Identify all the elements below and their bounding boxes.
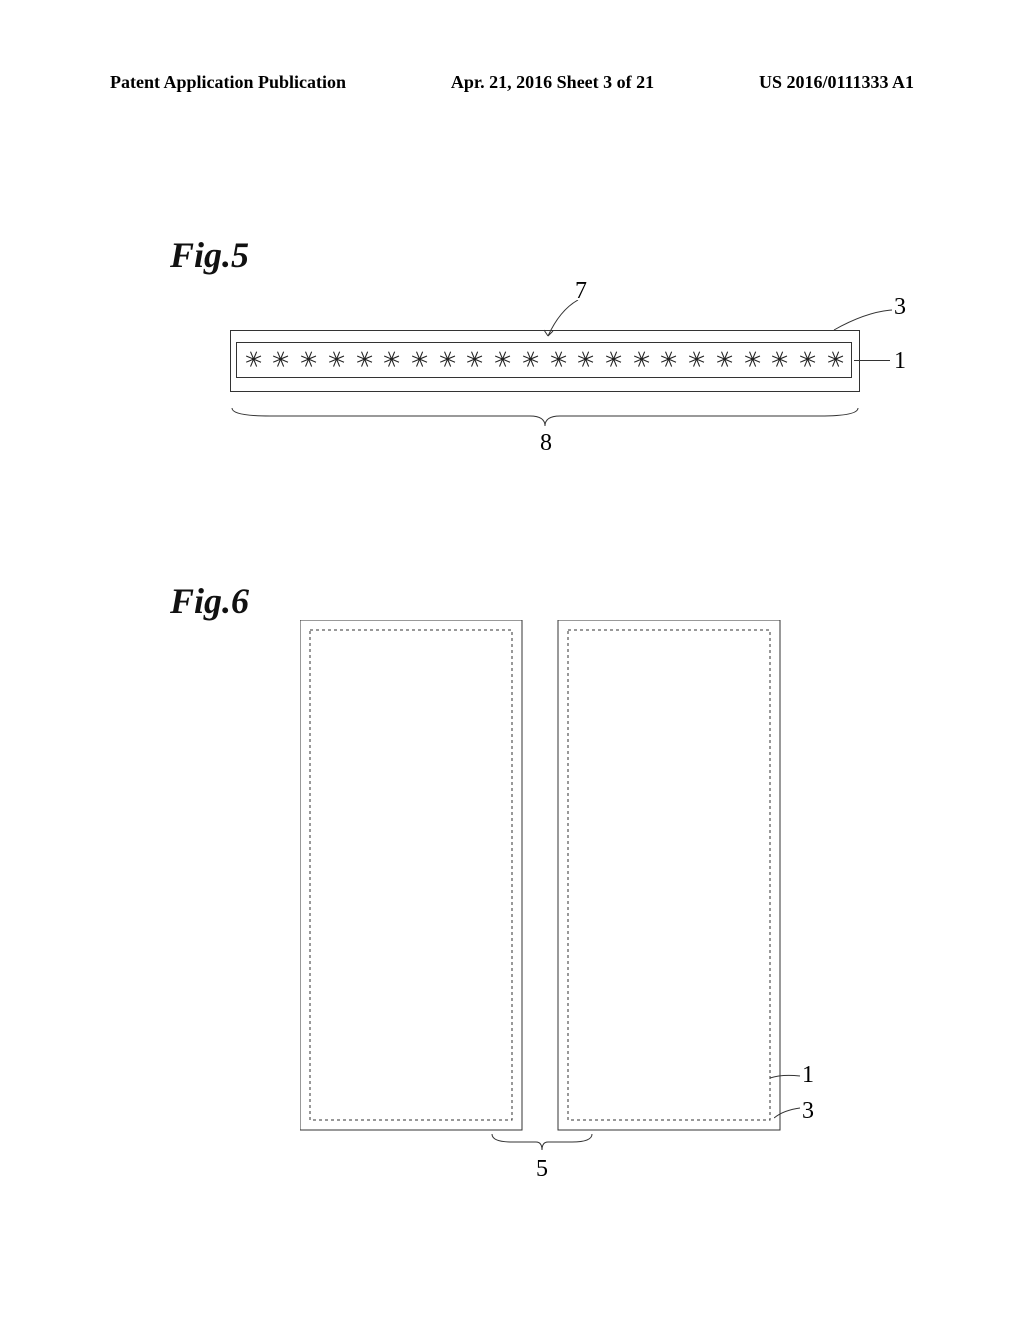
fig5-arrow-7 <box>530 300 590 346</box>
fig6-lead-3 <box>774 1106 804 1120</box>
fig5-star-glyph: ✳ <box>656 346 681 373</box>
fig5-ref-8: 8 <box>540 430 552 457</box>
fig5-star-glyph: ✳ <box>684 346 709 373</box>
fig5-star-glyph: ✳ <box>490 346 515 373</box>
fig5-star-glyph: ✳ <box>462 346 487 373</box>
fig5-inner-rect: ✳✳✳✳✳✳✳✳✳✳✳✳✳✳✳✳✳✳✳✳✳✳ <box>236 342 852 378</box>
fig5-star-glyph: ✳ <box>795 346 820 373</box>
header-center: Apr. 21, 2016 Sheet 3 of 21 <box>451 72 654 93</box>
figure-6-label: Fig.6 <box>170 580 249 622</box>
fig6-ref-5: 5 <box>536 1156 548 1183</box>
header-left: Patent Application Publication <box>110 72 346 93</box>
figure-5-label: Fig.5 <box>170 234 249 276</box>
fig5-star-glyph: ✳ <box>296 346 321 373</box>
fig5-lead-1 <box>854 360 890 361</box>
fig5-brace <box>230 402 860 432</box>
fig6-lead-1 <box>770 1072 804 1084</box>
fig5-star-glyph: ✳ <box>767 346 792 373</box>
page-header: Patent Application Publication Apr. 21, … <box>0 72 1024 93</box>
fig5-star-glyph: ✳ <box>545 346 570 373</box>
brace-icon <box>230 402 860 432</box>
fig5-lead-3 <box>826 308 896 338</box>
header-right: US 2016/0111333 A1 <box>759 72 914 93</box>
fig5-star-glyph: ✳ <box>822 346 847 373</box>
fig5-star-glyph: ✳ <box>600 346 625 373</box>
fig5-star-glyph: ✳ <box>268 346 293 373</box>
fig6-svg <box>300 620 800 1180</box>
brace-icon <box>488 1130 596 1156</box>
fig5-star-glyph: ✳ <box>379 346 404 373</box>
fig5-star-glyph: ✳ <box>351 346 376 373</box>
fig5-ref-1: 1 <box>894 348 906 375</box>
fig5-star-glyph: ✳ <box>323 346 348 373</box>
figure-5: ✳✳✳✳✳✳✳✳✳✳✳✳✳✳✳✳✳✳✳✳✳✳ 7 3 1 8 <box>230 330 870 530</box>
figure-6: 1 3 5 <box>300 620 800 1180</box>
fig5-star-glyph: ✳ <box>406 346 431 373</box>
fig5-star-glyph: ✳ <box>240 346 265 373</box>
fig5-star-glyph: ✳ <box>434 346 459 373</box>
fig6-brace <box>488 1130 596 1156</box>
fig5-star-glyph: ✳ <box>517 346 542 373</box>
fig5-star-glyph: ✳ <box>739 346 764 373</box>
fig5-star-glyph: ✳ <box>573 346 598 373</box>
fig5-star-glyph: ✳ <box>711 346 736 373</box>
fig5-star-glyph: ✳ <box>628 346 653 373</box>
